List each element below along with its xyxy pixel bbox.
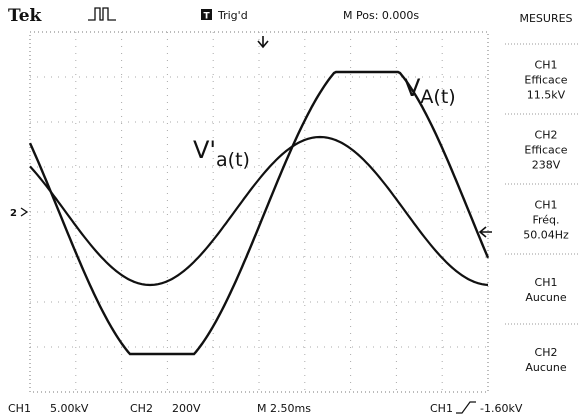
timebase: M 2.50ms xyxy=(257,402,311,415)
measure-label: Aucune xyxy=(525,361,566,374)
trace-label-main: V xyxy=(404,74,421,102)
trigger-channel: CH1 xyxy=(430,402,453,415)
measures-title: MESURES xyxy=(519,12,572,25)
measure-value: 50.04Hz xyxy=(523,229,569,242)
measure-label: Fréq. xyxy=(532,214,559,227)
measure-label: Efficace xyxy=(524,74,567,87)
measure-value: 238V xyxy=(532,159,561,172)
position: M Pos: 0.000s xyxy=(343,9,419,22)
oscilloscope-screen: Tek T Trig'd M Pos: 0.000s VA(t) V'a(t) … xyxy=(0,0,582,419)
trigger-status: Trig'd xyxy=(217,9,248,22)
measure-value: 11.5kV xyxy=(527,89,566,102)
measure-channel: CH1 xyxy=(535,59,558,72)
measure-label: Efficace xyxy=(524,144,567,157)
measure-label: Aucune xyxy=(525,291,566,304)
trigger-level: -1.60kV xyxy=(480,402,523,415)
measure-channel: CH2 xyxy=(535,129,558,142)
ch1-scale: 5.00kV xyxy=(50,402,89,415)
ch2-scale: 200V xyxy=(172,402,201,415)
trigger-icon-letter: T xyxy=(204,12,211,22)
ch2-marker: 2 xyxy=(10,208,17,219)
brand: Tek xyxy=(8,6,43,26)
measure-channel: CH1 xyxy=(535,276,558,289)
trace-label-main: V' xyxy=(193,136,216,164)
trace-label-sub: A(t) xyxy=(420,86,455,108)
background xyxy=(0,0,582,419)
trace-label-sub: a(t) xyxy=(216,149,250,171)
ch1-label: CH1 xyxy=(8,402,31,415)
measure-channel: CH2 xyxy=(535,346,558,359)
ch2-label: CH2 xyxy=(130,402,153,415)
measure-channel: CH1 xyxy=(535,199,558,212)
